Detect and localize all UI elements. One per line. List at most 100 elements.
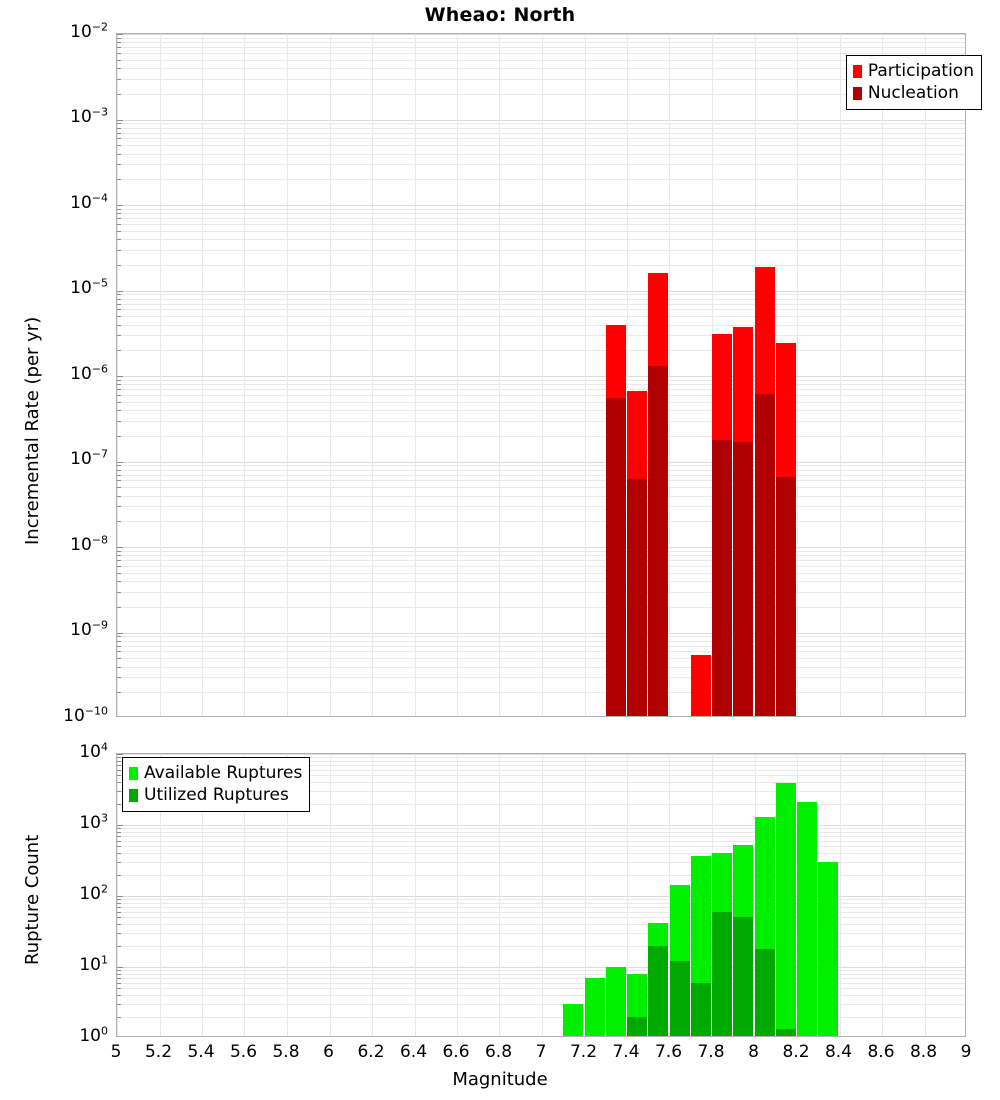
gridline	[117, 946, 965, 947]
gridline	[117, 304, 965, 305]
y-tick-mark	[117, 304, 121, 305]
y-tick-mark	[117, 164, 121, 165]
gridline	[117, 828, 965, 829]
y-tick-mark	[117, 667, 121, 668]
bar-bottom-available-4	[584, 977, 605, 1036]
gridline	[117, 770, 965, 771]
gridline	[117, 970, 965, 971]
gridline	[840, 34, 841, 716]
gridline	[117, 978, 965, 979]
gridline	[117, 224, 965, 225]
gridline	[117, 487, 965, 488]
y-tick-mark	[117, 138, 121, 139]
y-tick-mark	[117, 946, 121, 947]
bar-bottom-utilized-10	[712, 911, 733, 1036]
gridline	[117, 521, 965, 522]
gridline	[117, 179, 965, 180]
y-tick-mark	[117, 128, 121, 129]
y-tick-mark	[117, 462, 123, 463]
gridline	[117, 551, 965, 552]
gridline	[117, 832, 965, 833]
gridline	[117, 836, 965, 837]
x-tick-label: 8	[748, 1042, 759, 1062]
gridline	[117, 384, 965, 385]
gridline	[117, 846, 965, 847]
y-tick-mark	[117, 291, 123, 292]
gridline	[117, 791, 965, 792]
bar-top-participation-3	[690, 654, 711, 716]
y-tick-mark	[117, 395, 121, 396]
y-tick-mark	[117, 402, 121, 403]
gridline	[117, 68, 965, 69]
y-tick-mark	[117, 775, 121, 776]
gridline	[117, 875, 965, 876]
y-tick-label: 10−2	[70, 20, 108, 42]
gridline	[287, 34, 288, 716]
y-tick-mark	[117, 38, 121, 39]
y-tick-mark	[117, 470, 121, 471]
y-tick-mark	[117, 94, 121, 95]
gridline	[117, 853, 965, 854]
x-tick-label: 6.6	[442, 1042, 470, 1062]
gridline	[117, 128, 965, 129]
gridline	[117, 646, 965, 647]
gridline	[117, 376, 965, 377]
y-tick-mark	[117, 658, 121, 659]
y-tick-mark	[117, 1017, 121, 1018]
y-tick-label: 10−3	[70, 105, 108, 128]
y-tick-mark	[117, 350, 121, 351]
gridline	[117, 933, 965, 934]
y-tick-mark	[117, 294, 121, 295]
y-tick-mark	[117, 154, 121, 155]
bar-bottom-utilized-13	[775, 1028, 796, 1036]
gridline	[117, 299, 965, 300]
gridline	[160, 34, 161, 716]
gridline	[117, 402, 965, 403]
y-tick-mark	[117, 988, 121, 989]
gridline	[117, 677, 965, 678]
y-tick-mark	[117, 480, 121, 481]
gridline	[244, 34, 245, 716]
y-tick-mark	[117, 757, 121, 758]
y-tick-mark	[117, 641, 121, 642]
x-tick-label: 5.6	[229, 1042, 258, 1062]
gridline	[117, 60, 965, 61]
y-tick-mark	[117, 917, 121, 918]
gridline	[117, 765, 965, 766]
y-tick-mark	[117, 841, 121, 842]
gridline	[117, 667, 965, 668]
y-tick-mark	[117, 465, 121, 466]
gridline	[117, 123, 965, 124]
y-tick-mark	[117, 47, 121, 48]
y-tick-mark	[117, 209, 121, 210]
gridline	[542, 754, 543, 1036]
x-tick-label: 7	[535, 1042, 547, 1062]
legend-label: Utilized Ruptures	[144, 784, 289, 805]
y-tick-mark	[117, 475, 121, 476]
y-tick-mark	[117, 521, 121, 522]
y-tick-mark	[117, 213, 121, 214]
gridline	[244, 754, 245, 1036]
gridline	[117, 754, 118, 1036]
gridline	[117, 775, 965, 776]
y-tick-mark	[117, 68, 121, 69]
legend-label: Nucleation	[867, 82, 959, 103]
y-tick-mark	[117, 410, 121, 411]
y-tick-label: 10−5	[70, 276, 108, 299]
y-tick-mark	[117, 592, 121, 593]
legend-item: Available Ruptures	[129, 762, 302, 784]
gridline	[117, 250, 965, 251]
gridline	[117, 825, 965, 826]
gridline	[585, 34, 586, 716]
gridline	[372, 754, 373, 1036]
gridline	[117, 899, 965, 900]
gridline	[117, 94, 965, 95]
gridline	[585, 754, 586, 1036]
gridline	[117, 79, 965, 80]
y-tick-mark	[117, 436, 121, 437]
y-tick-mark	[117, 53, 121, 54]
bar-bottom-available-14	[797, 802, 818, 1036]
y-tick-mark	[117, 421, 121, 422]
gridline	[925, 34, 926, 716]
y-tick-mark	[117, 299, 121, 300]
